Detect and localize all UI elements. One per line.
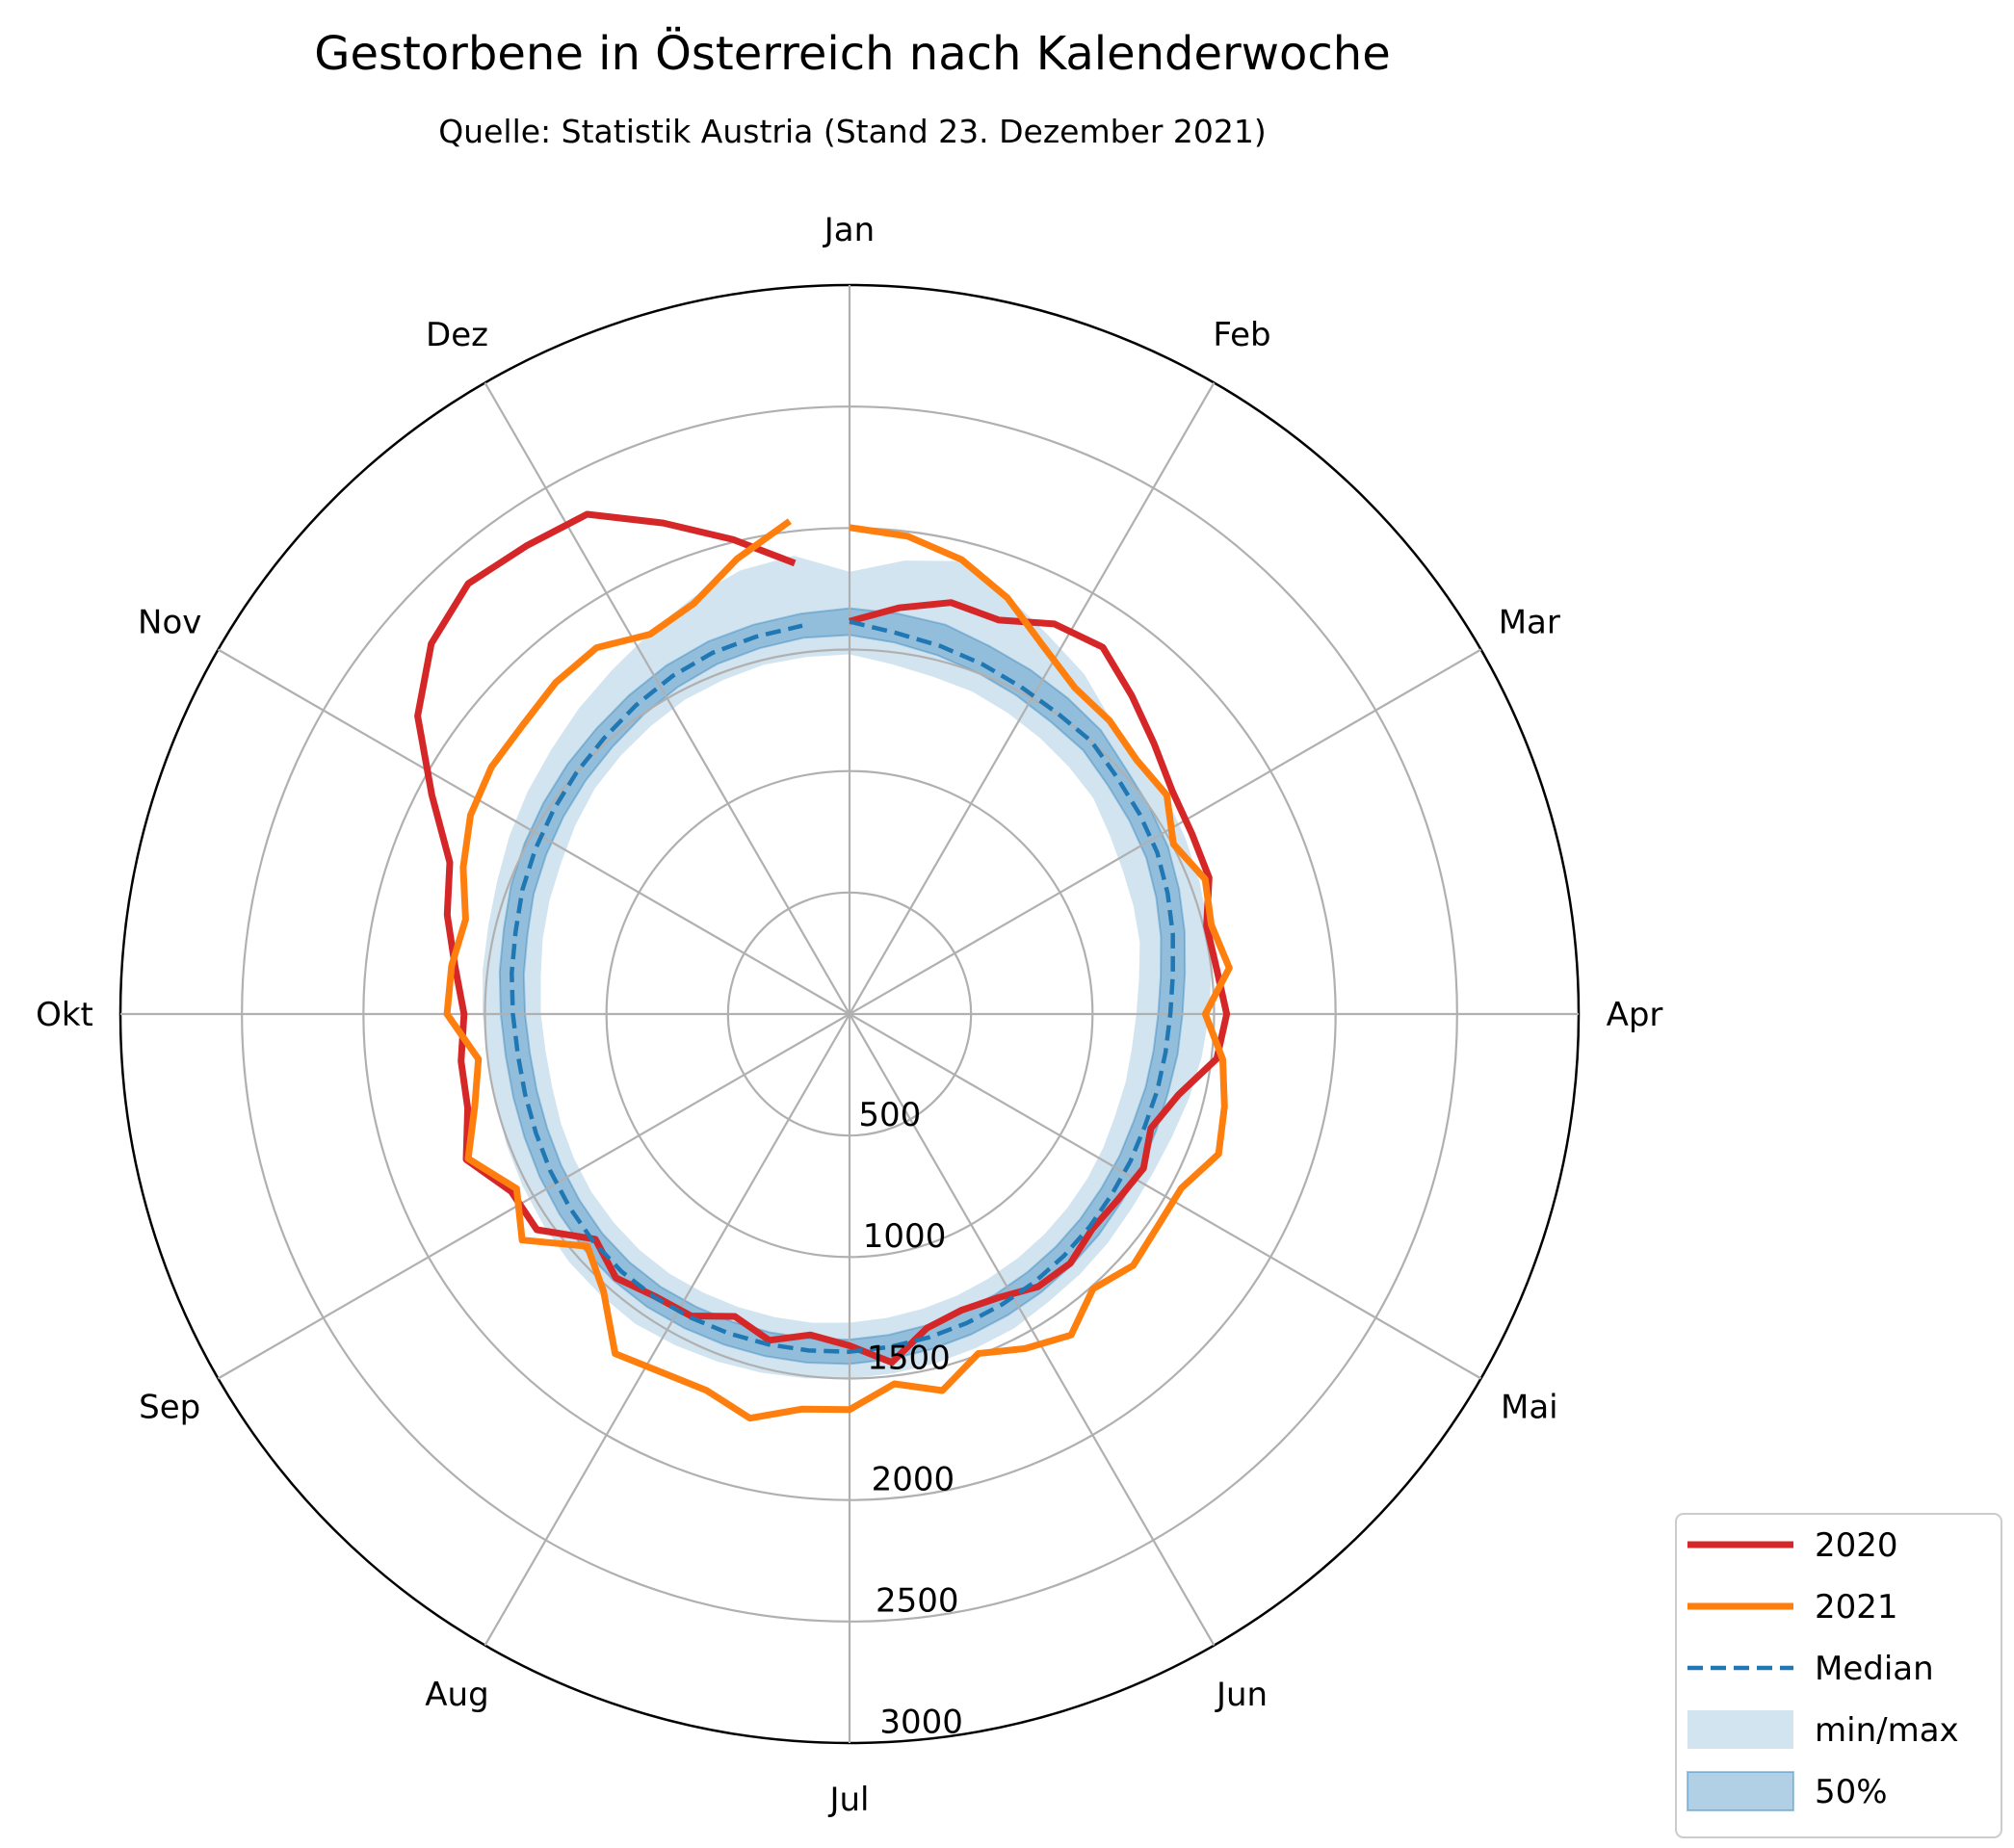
radial-tick-label: 1000 xyxy=(863,1217,947,1256)
legend-label: min/max xyxy=(1815,1711,1959,1750)
angular-gridline xyxy=(849,381,1216,1015)
angular-tick-label: Jan xyxy=(823,211,875,249)
angular-gridline xyxy=(217,1013,850,1380)
legend-label: 2020 xyxy=(1815,1526,1898,1565)
legend-label: 50% xyxy=(1815,1773,1888,1811)
labels-layer: Jan Feb Mar Apr Mai Jun Jul Aug Sep Okt Nov Dez 500 1… xyxy=(36,211,1662,1819)
radial-tick-label: 500 xyxy=(858,1096,921,1134)
angular-tick-label: Aug xyxy=(425,1676,488,1714)
legend-swatch-band xyxy=(1687,1710,1793,1749)
angular-gridline xyxy=(484,381,850,1015)
radial-tick-label: 1500 xyxy=(867,1339,951,1377)
series-layer xyxy=(414,510,1233,1422)
angular-gridline xyxy=(484,1013,850,1647)
radial-tick-label: 3000 xyxy=(879,1704,963,1742)
angular-tick-label: Jul xyxy=(827,1781,869,1819)
angular-tick-label: Nov xyxy=(138,604,201,642)
legend: 2020 2021 Median min/max 50% xyxy=(1675,1513,2002,1838)
angular-tick-label: Mai xyxy=(1501,1389,1558,1427)
legend-label: Median xyxy=(1815,1650,1934,1688)
angular-tick-label: Sep xyxy=(139,1389,200,1427)
series-line-2020 xyxy=(414,510,1231,1366)
legend-label: 2021 xyxy=(1815,1588,1898,1627)
angular-gridline xyxy=(849,1013,1482,1380)
chart-subtitle: Quelle: Statistik Austria (Stand 23. Dez… xyxy=(438,113,1267,150)
angular-tick-label: Dez xyxy=(426,316,488,354)
angular-gridline xyxy=(849,648,1482,1015)
grid-layer xyxy=(118,283,1581,1745)
series-line-2021 xyxy=(443,518,1233,1422)
angular-gridline xyxy=(849,1013,1216,1647)
angular-tick-label: Apr xyxy=(1607,996,1663,1034)
radial-tick-label: 2500 xyxy=(876,1581,959,1620)
angular-tick-label: Mar xyxy=(1499,604,1560,642)
angular-tick-label: Okt xyxy=(36,996,93,1034)
angular-gridline xyxy=(217,648,850,1015)
radial-tick-label: 2000 xyxy=(872,1460,955,1498)
angular-tick-label: Jun xyxy=(1215,1676,1268,1714)
angular-tick-label: Feb xyxy=(1213,316,1270,354)
legend-swatch-band xyxy=(1687,1771,1794,1811)
legend-frame xyxy=(1675,1513,2002,1838)
chart-title: Gestorbene in Österreich nach Kalenderwo… xyxy=(314,27,1390,81)
series-line-median xyxy=(510,619,1175,1354)
